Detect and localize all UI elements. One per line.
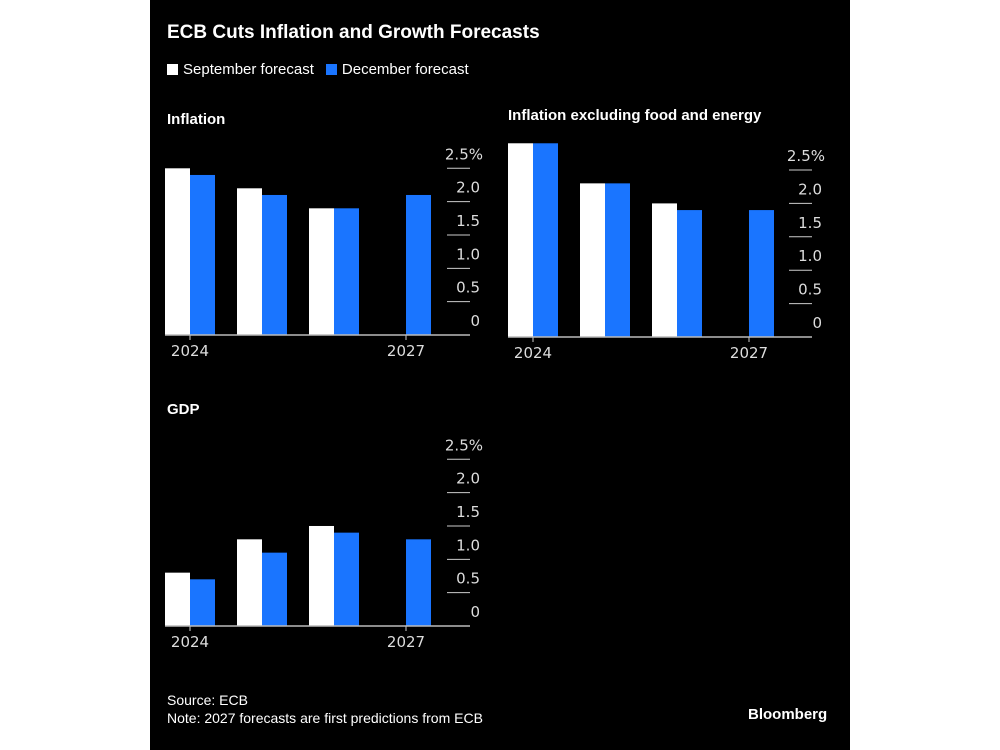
y-tick-label: 1.5 bbox=[456, 503, 480, 521]
bar-december-2024 bbox=[190, 174, 215, 335]
bar-september-2024 bbox=[508, 143, 533, 337]
subchart-title-core-inflation: Inflation excluding food and energy bbox=[508, 107, 762, 124]
x-tick-label: 2024 bbox=[514, 344, 552, 362]
bar-december-2027 bbox=[406, 194, 431, 335]
legend-item-september: September forecast bbox=[167, 61, 314, 78]
bar-december-2025 bbox=[605, 183, 630, 337]
bar-september-2025 bbox=[237, 539, 262, 626]
subchart-title-gdp: GDP bbox=[167, 401, 200, 418]
bar-september-2025 bbox=[580, 183, 605, 337]
bar-december-2027 bbox=[749, 210, 774, 337]
y-tick-label: 2.5% bbox=[445, 145, 483, 163]
y-tick-label: 0 bbox=[470, 603, 480, 621]
y-tick-label: 2.0 bbox=[798, 180, 822, 198]
bar-september-2026 bbox=[309, 208, 334, 335]
y-tick-label: 2.5% bbox=[445, 436, 483, 454]
y-tick-label: 1.0 bbox=[798, 247, 822, 265]
bar-december-2025 bbox=[262, 552, 287, 626]
legend-label: December forecast bbox=[341, 61, 469, 78]
y-tick-label: 2.0 bbox=[456, 470, 480, 488]
y-tick-label: 2.0 bbox=[456, 179, 480, 197]
legend-swatch-september bbox=[167, 64, 178, 75]
y-tick-label: 0 bbox=[812, 314, 822, 332]
bar-september-2024 bbox=[165, 572, 190, 626]
bar-september-2025 bbox=[237, 188, 262, 335]
bar-december-2024 bbox=[190, 579, 215, 626]
y-tick-label: 0 bbox=[470, 312, 480, 330]
source-note: Source: ECB bbox=[167, 692, 248, 708]
bar-september-2026 bbox=[309, 525, 334, 626]
y-tick-label: 0.5 bbox=[456, 570, 480, 588]
y-tick-label: 0.5 bbox=[798, 281, 822, 299]
bloomberg-logo: Bloomberg bbox=[748, 706, 828, 723]
legend-label: September forecast bbox=[183, 61, 314, 78]
charts-svg: 0 0.5 1.0 1.5 2.0 2.5% 2024 2027 0 0.5 1.0 1.5 2.0 2.… bbox=[165, 143, 825, 651]
bar-december-2026 bbox=[334, 532, 359, 626]
x-tick-label: 2024 bbox=[171, 633, 209, 651]
bar-september-2024 bbox=[165, 168, 190, 335]
y-tick-label: 0.5 bbox=[456, 279, 480, 297]
y-tick-label: 1.5 bbox=[798, 214, 822, 232]
x-tick-label: 2027 bbox=[730, 344, 768, 362]
legend-item-december: December forecast bbox=[325, 61, 469, 78]
subchart-title-inflation: Inflation bbox=[167, 111, 226, 128]
bar-december-2025 bbox=[262, 194, 287, 335]
y-tick-label: 1.0 bbox=[456, 245, 480, 263]
chart-panel: ECB Cuts Inflation and Growth Forecasts … bbox=[150, 0, 850, 750]
y-tick-label: 1.0 bbox=[456, 536, 480, 554]
chart-title: ECB Cuts Inflation and Growth Forecasts bbox=[167, 22, 540, 43]
bar-december-2024 bbox=[533, 143, 558, 337]
bar-december-2027 bbox=[406, 539, 431, 626]
x-tick-label: 2024 bbox=[171, 342, 209, 360]
legend-swatch-december bbox=[325, 64, 337, 75]
y-tick-label: 1.5 bbox=[456, 212, 480, 230]
x-tick-label: 2027 bbox=[387, 633, 425, 651]
bar-december-2026 bbox=[677, 210, 702, 337]
footnote: Note: 2027 forecasts are first predictio… bbox=[167, 710, 483, 726]
y-tick-label: 2.5% bbox=[787, 147, 825, 165]
legend: September forecast December forecast bbox=[167, 61, 469, 78]
x-tick-label: 2027 bbox=[387, 342, 425, 360]
bar-december-2026 bbox=[334, 208, 359, 335]
bar-september-2026 bbox=[652, 203, 677, 337]
